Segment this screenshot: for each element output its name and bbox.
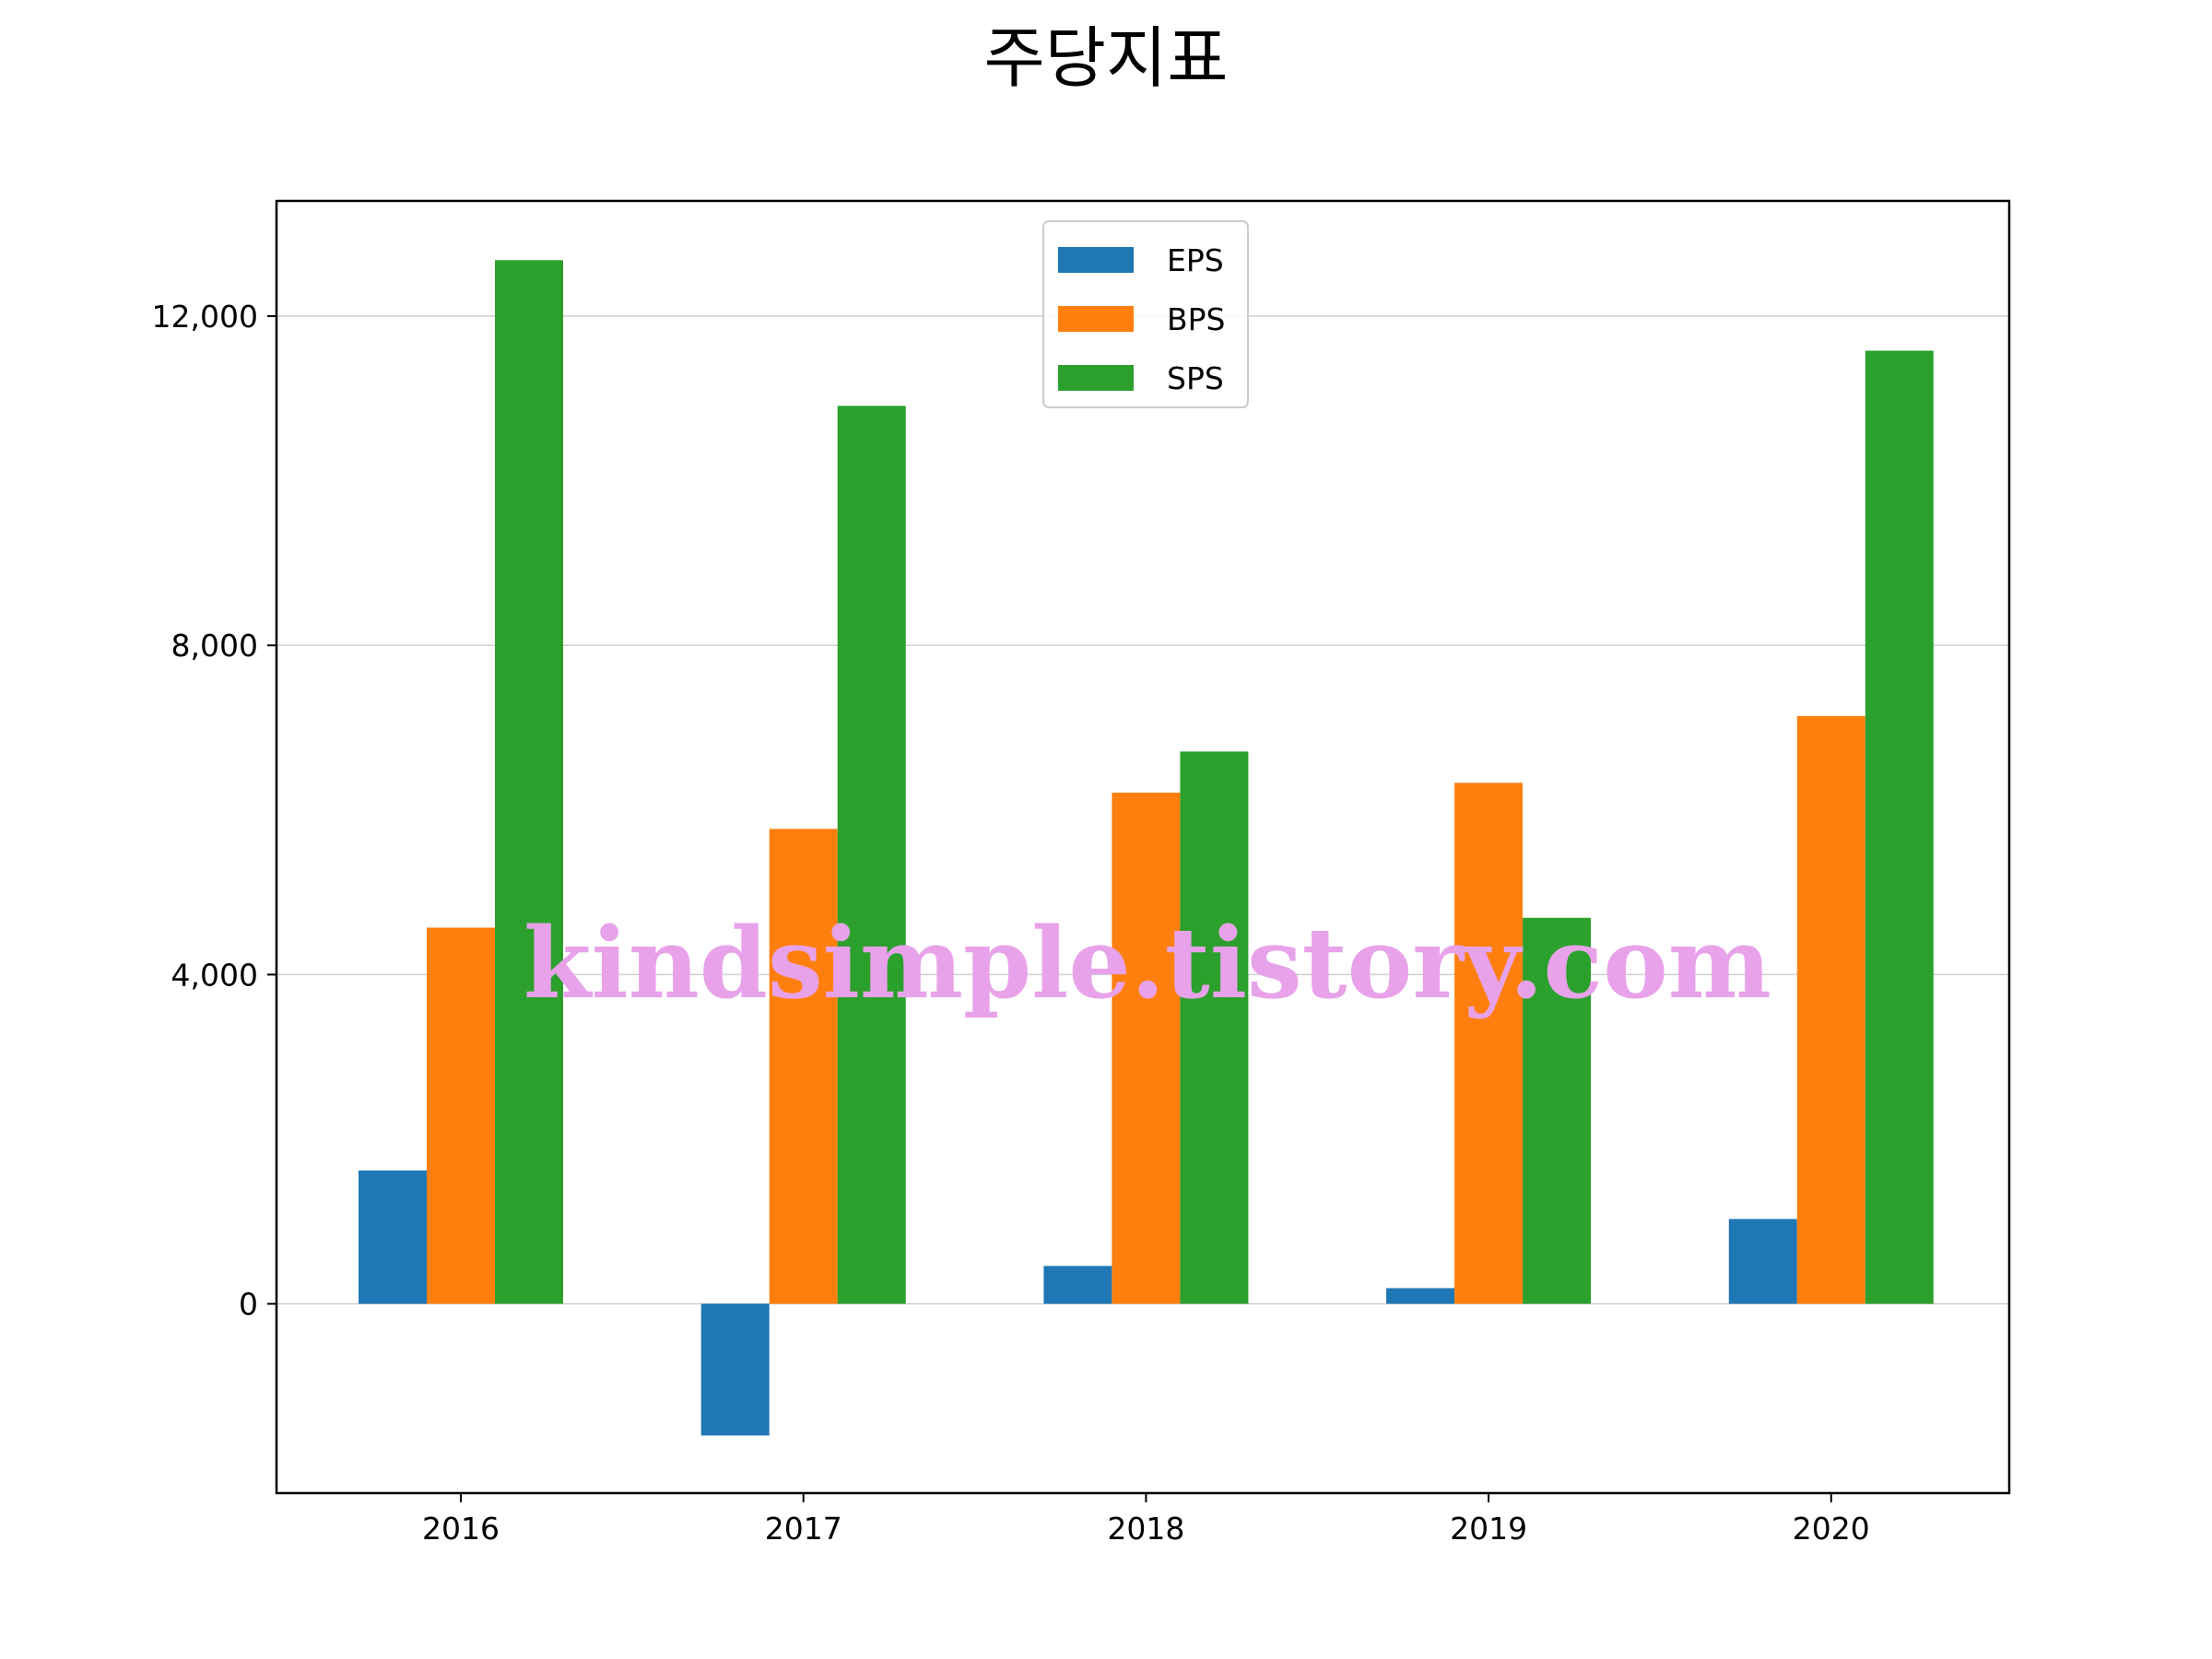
bar-eps-2016 [359, 1170, 427, 1304]
bar-eps-2020 [1728, 1218, 1797, 1304]
bar-eps-2019 [1386, 1288, 1455, 1304]
legend: EPS BPS SPS [1042, 220, 1249, 408]
x-tick-label: 2019 [1450, 1511, 1527, 1547]
bar-bps-2020 [1796, 716, 1865, 1304]
y-tick-label: 4,000 [171, 957, 258, 993]
bar-bps-2019 [1454, 782, 1524, 1304]
legend-swatch-eps [1058, 247, 1134, 273]
plot-frame [275, 199, 2011, 1495]
bar-sps-2016 [495, 260, 563, 1304]
legend-label-eps: EPS [1167, 242, 1224, 278]
bars [359, 260, 1934, 1436]
bar-bps-2017 [769, 829, 838, 1304]
bar-bps-2016 [427, 927, 495, 1304]
x-axis: 2016 2017 2018 2019 2020 [422, 1493, 1870, 1547]
legend-swatch-sps [1058, 365, 1134, 391]
x-tick-label: 2016 [422, 1511, 500, 1547]
bar-sps-2019 [1523, 917, 1592, 1304]
y-tick-label: 12,000 [152, 299, 258, 335]
legend-label-bps: BPS [1167, 301, 1226, 337]
bar-bps-2018 [1112, 793, 1181, 1304]
bar-sps-2017 [837, 406, 906, 1304]
y-tick-label: 0 [239, 1287, 258, 1323]
watermark: kindsimple.tistory.com [524, 905, 1771, 1020]
x-tick-label: 2017 [765, 1511, 842, 1547]
bar-sps-2018 [1180, 751, 1249, 1304]
x-tick-label: 2020 [1793, 1511, 1870, 1547]
legend-label-sps: SPS [1167, 360, 1224, 396]
bar-sps-2020 [1865, 350, 1934, 1304]
bar-eps-2018 [1043, 1265, 1112, 1304]
chart-title: 주당지표 [984, 19, 1229, 97]
legend-swatch-bps [1058, 306, 1134, 332]
y-axis: 0 4,000 8,000 12,000 [152, 299, 276, 1323]
bar-eps-2017 [700, 1303, 770, 1436]
y-tick-label: 8,000 [171, 628, 258, 664]
x-tick-label: 2018 [1107, 1511, 1184, 1547]
